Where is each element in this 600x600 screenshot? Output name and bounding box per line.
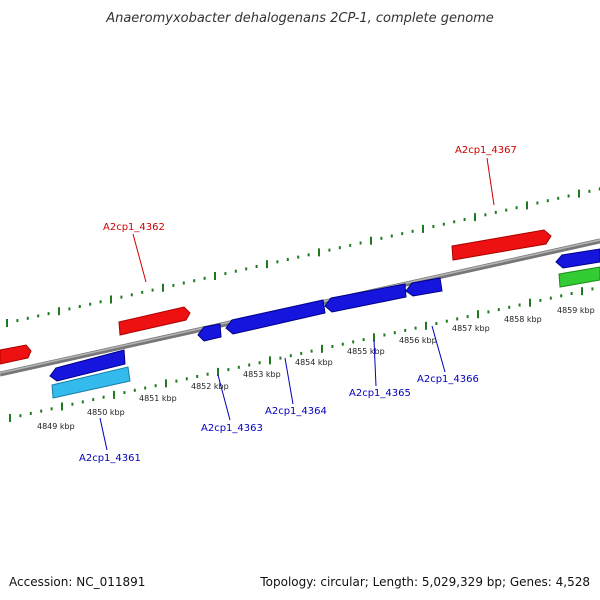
scale-label-4853-kbp: 4853 kbp bbox=[243, 370, 281, 379]
callout-line-a2cp1-4362 bbox=[132, 233, 147, 283]
gene-label-a2cp1-4361[interactable]: A2cp1_4361 bbox=[79, 453, 141, 464]
gene-arrow-a2cp1-4368[interactable] bbox=[555, 248, 600, 269]
scale-label-4859-kbp: 4859 kbp bbox=[557, 306, 595, 315]
scale-label-4855-kbp: 4855 kbp bbox=[347, 347, 385, 356]
scale-label-4852-kbp: 4852 kbp bbox=[191, 382, 229, 391]
scale-label-4858-kbp: 4858 kbp bbox=[504, 315, 542, 324]
scale-label-4849-kbp: 4849 kbp bbox=[37, 422, 75, 431]
gene-label-a2cp1-4367[interactable]: A2cp1_4367 bbox=[455, 145, 517, 156]
gene-arrow-a2cp1-4366[interactable] bbox=[405, 277, 443, 297]
callout-line-a2cp1-4365 bbox=[373, 339, 377, 387]
inner-tick-ruler bbox=[9, 287, 594, 422]
gene-arrow-a2cp1-4362[interactable] bbox=[118, 306, 191, 336]
scale-label-4856-kbp: 4856 kbp bbox=[399, 336, 437, 345]
gene-label-a2cp1-4366[interactable]: A2cp1_4366 bbox=[417, 374, 479, 385]
callout-line-a2cp1-4364 bbox=[284, 357, 294, 405]
gene-arrow-a2cp1-4361[interactable] bbox=[49, 349, 126, 382]
gene-arrow-a2cp1-4365[interactable] bbox=[324, 283, 407, 313]
gene-arrow-a2cp1-4364[interactable] bbox=[225, 299, 326, 335]
gene-arrow-a2cp1-4367[interactable] bbox=[451, 229, 552, 261]
gene-arrow-light-blue[interactable] bbox=[51, 366, 131, 399]
accession-text: Accession: NC_011891 bbox=[9, 575, 145, 589]
scale-label-4850-kbp: 4850 kbp bbox=[87, 408, 125, 417]
gene-arrow-a2cp1-4363[interactable] bbox=[197, 323, 222, 342]
callout-line-a2cp1-4366 bbox=[431, 325, 446, 373]
callout-line-a2cp1-4361 bbox=[99, 417, 108, 451]
genome-title: Anaeromyxobacter dehalogenans 2CP-1, com… bbox=[105, 11, 494, 26]
gene-label-a2cp1-4365[interactable]: A2cp1_4365 bbox=[349, 388, 411, 399]
outer-tick-ruler bbox=[6, 187, 600, 327]
gene-label-a2cp1-4362[interactable]: A2cp1_4362 bbox=[103, 222, 165, 233]
gene-label-a2cp1-4364[interactable]: A2cp1_4364 bbox=[265, 406, 327, 417]
gene-label-a2cp1-4363[interactable]: A2cp1_4363 bbox=[201, 423, 263, 434]
scale-label-4851-kbp: 4851 kbp bbox=[139, 394, 177, 403]
gene-arrow-green[interactable] bbox=[558, 266, 600, 288]
genome-summary-text: Topology: circular; Length: 5,029,329 bp… bbox=[259, 575, 590, 589]
gene-arrow-a2cp1-4360[interactable] bbox=[0, 344, 32, 365]
callout-line-a2cp1-4363 bbox=[217, 374, 231, 421]
callout-line-a2cp1-4367 bbox=[486, 157, 495, 206]
scale-label-4857-kbp: 4857 kbp bbox=[452, 324, 490, 333]
scale-label-4854-kbp: 4854 kbp bbox=[295, 358, 333, 367]
